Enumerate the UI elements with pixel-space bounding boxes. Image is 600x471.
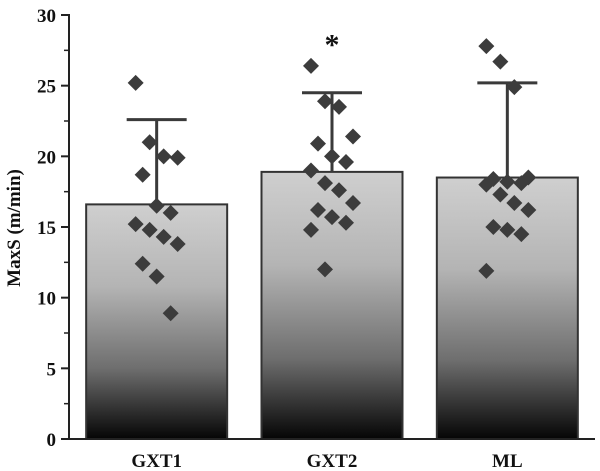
data-point-ml xyxy=(478,38,495,55)
y-tick-label-20: 20 xyxy=(37,147,56,168)
data-point-gxt2 xyxy=(331,98,347,115)
data-point-gxt2 xyxy=(338,153,354,170)
data-point-gxt2 xyxy=(324,209,340,226)
data-point-gxt1 xyxy=(134,166,151,183)
y-tick-label-30: 30 xyxy=(37,6,56,27)
data-point-gxt2 xyxy=(303,162,319,179)
bar-ml xyxy=(435,176,579,441)
data-point-gxt2 xyxy=(317,93,333,110)
plot-area: 0 5 10 15 20 25 30 GXT1 * GXT2 ML xyxy=(37,6,595,471)
data-point-gxt1 xyxy=(155,228,172,245)
data-point-gxt1 xyxy=(141,134,158,151)
data-point-ml xyxy=(506,194,523,211)
x-tick-label-ml: ML xyxy=(492,451,523,471)
x-tick-label-gxt2: GXT2 xyxy=(307,451,358,471)
data-point-gxt2 xyxy=(317,175,333,192)
data-point-gxt1 xyxy=(134,255,151,272)
data-point-gxt2 xyxy=(310,202,326,219)
data-point-gxt2 xyxy=(345,194,361,211)
data-point-gxt2 xyxy=(303,57,319,74)
data-point-gxt2 xyxy=(303,221,319,238)
significance-marker: * xyxy=(325,29,340,62)
data-point-ml xyxy=(492,186,509,203)
data-point-gxt2 xyxy=(338,214,354,231)
x-tick-label-gxt1: GXT1 xyxy=(131,451,182,471)
data-point-ml xyxy=(485,219,502,235)
data-point-ml xyxy=(513,226,530,243)
data-point-ml xyxy=(513,175,530,192)
data-point-gxt2 xyxy=(345,128,361,145)
data-point-ml xyxy=(492,53,509,70)
data-point-gxt2 xyxy=(310,135,326,152)
y-tick-label-15: 15 xyxy=(37,218,56,239)
data-point-gxt1 xyxy=(155,148,172,165)
data-point-gxt1 xyxy=(127,74,144,91)
data-point-gxt1 xyxy=(162,305,179,322)
data-point-ml xyxy=(499,221,516,238)
bar-gxt1 xyxy=(85,203,229,440)
data-point-gxt1 xyxy=(169,235,186,252)
data-point-gxt1 xyxy=(127,216,144,233)
data-point-ml xyxy=(506,79,523,96)
data-point-ml xyxy=(499,173,516,190)
y-tick-label-25: 25 xyxy=(37,77,56,98)
data-point-gxt1 xyxy=(148,268,165,285)
y-axis-title: MaxS (m/min) xyxy=(4,169,25,287)
data-point-gxt2 xyxy=(324,148,340,165)
y-tick-label-10: 10 xyxy=(37,289,56,310)
y-tick-label-0: 0 xyxy=(47,430,57,451)
data-point-gxt1 xyxy=(148,197,165,214)
data-point-gxt1 xyxy=(169,149,186,166)
data-point-ml xyxy=(520,202,537,219)
data-point-ml xyxy=(478,176,495,193)
y-tick-label-5: 5 xyxy=(47,359,57,380)
data-point-gxt2 xyxy=(331,182,347,199)
data-point-ml xyxy=(478,262,495,279)
data-point-gxt2 xyxy=(317,261,333,278)
data-point-gxt1 xyxy=(162,204,179,221)
data-point-gxt1 xyxy=(141,221,158,238)
